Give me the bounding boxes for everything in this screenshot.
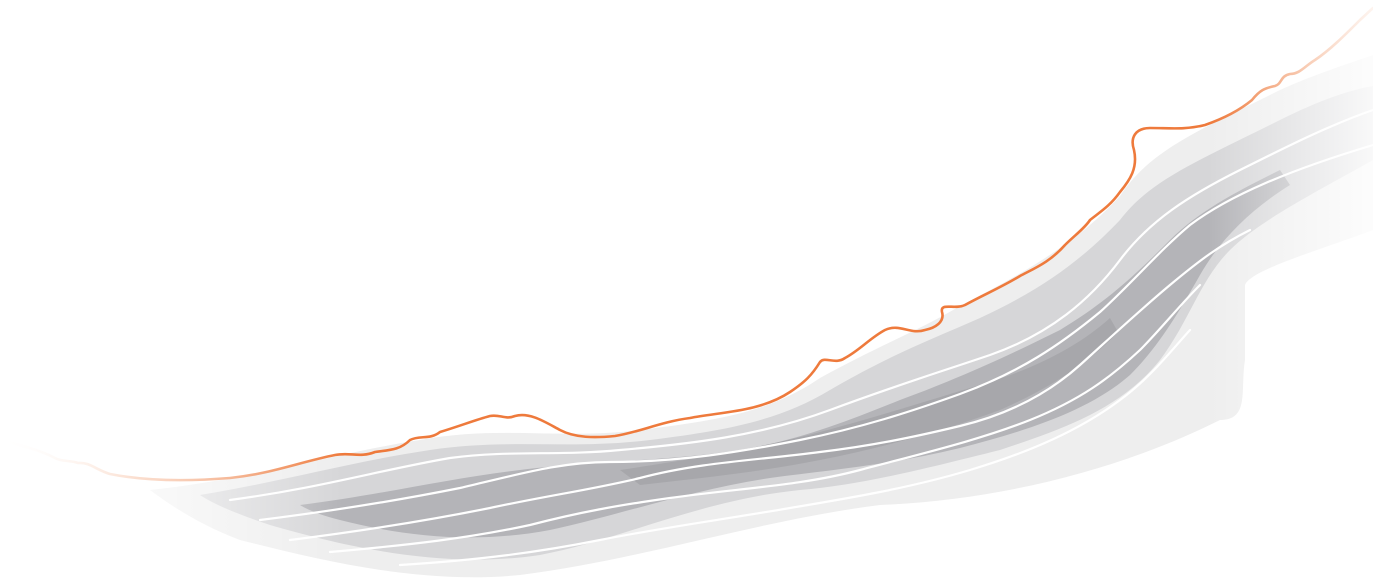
ridge-illustration	[0, 0, 1373, 588]
edge-fade-overlay	[0, 0, 1373, 588]
artwork-canvas	[0, 0, 1373, 588]
